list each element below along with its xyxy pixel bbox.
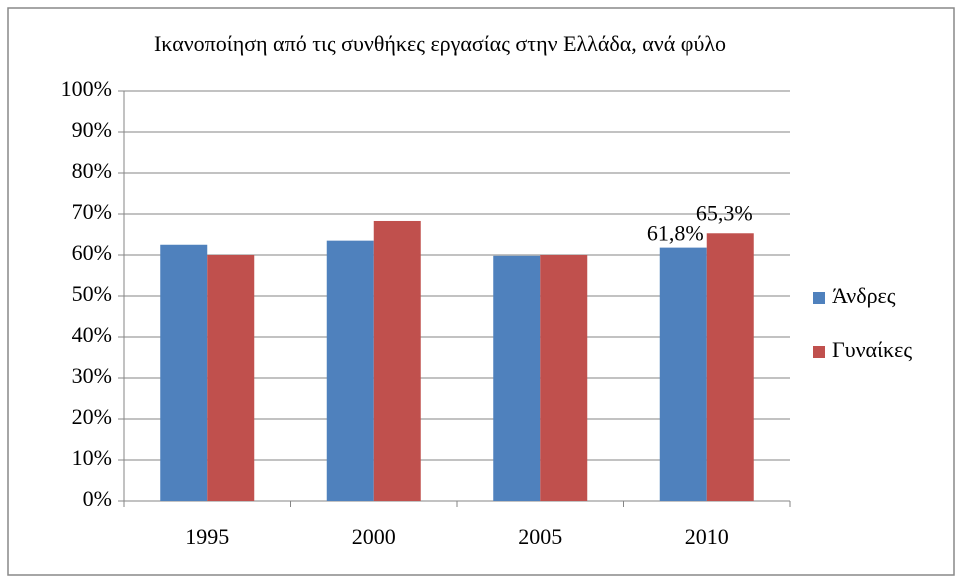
legend-swatch — [813, 346, 825, 358]
y-tick-label: 0% — [83, 486, 112, 511]
x-tick-label: 2000 — [352, 524, 396, 549]
x-tick-label: 1995 — [185, 524, 229, 549]
y-tick-label: 20% — [72, 404, 112, 429]
legend-label: Γυναίκες — [832, 337, 912, 362]
y-tick-label: 70% — [72, 199, 112, 224]
bar — [373, 220, 421, 501]
legend-swatch — [813, 292, 825, 304]
chart-title: Ικανοποίηση από τις συνθήκες εργασίας στ… — [154, 31, 726, 56]
y-tick-label: 100% — [61, 76, 112, 101]
bar — [326, 240, 374, 501]
bar — [706, 233, 754, 501]
bar — [207, 255, 255, 501]
bar — [160, 244, 208, 501]
y-tick-label: 40% — [72, 322, 112, 347]
chart-border — [7, 7, 955, 576]
y-tick-label: 90% — [72, 117, 112, 142]
y-tick-label: 50% — [72, 281, 112, 306]
y-tick-label: 30% — [72, 363, 112, 388]
x-tick-label: 2005 — [518, 524, 562, 549]
bar — [493, 255, 541, 501]
data-label: 65,3% — [696, 200, 753, 225]
bar — [540, 255, 588, 501]
x-tick-label: 2010 — [685, 524, 729, 549]
y-tick-label: 10% — [72, 445, 112, 470]
y-tick-label: 80% — [72, 158, 112, 183]
bar — [659, 247, 707, 501]
data-label: 61,8% — [647, 221, 704, 246]
y-tick-label: 60% — [72, 240, 112, 265]
legend-label: Άνδρες — [832, 283, 896, 308]
